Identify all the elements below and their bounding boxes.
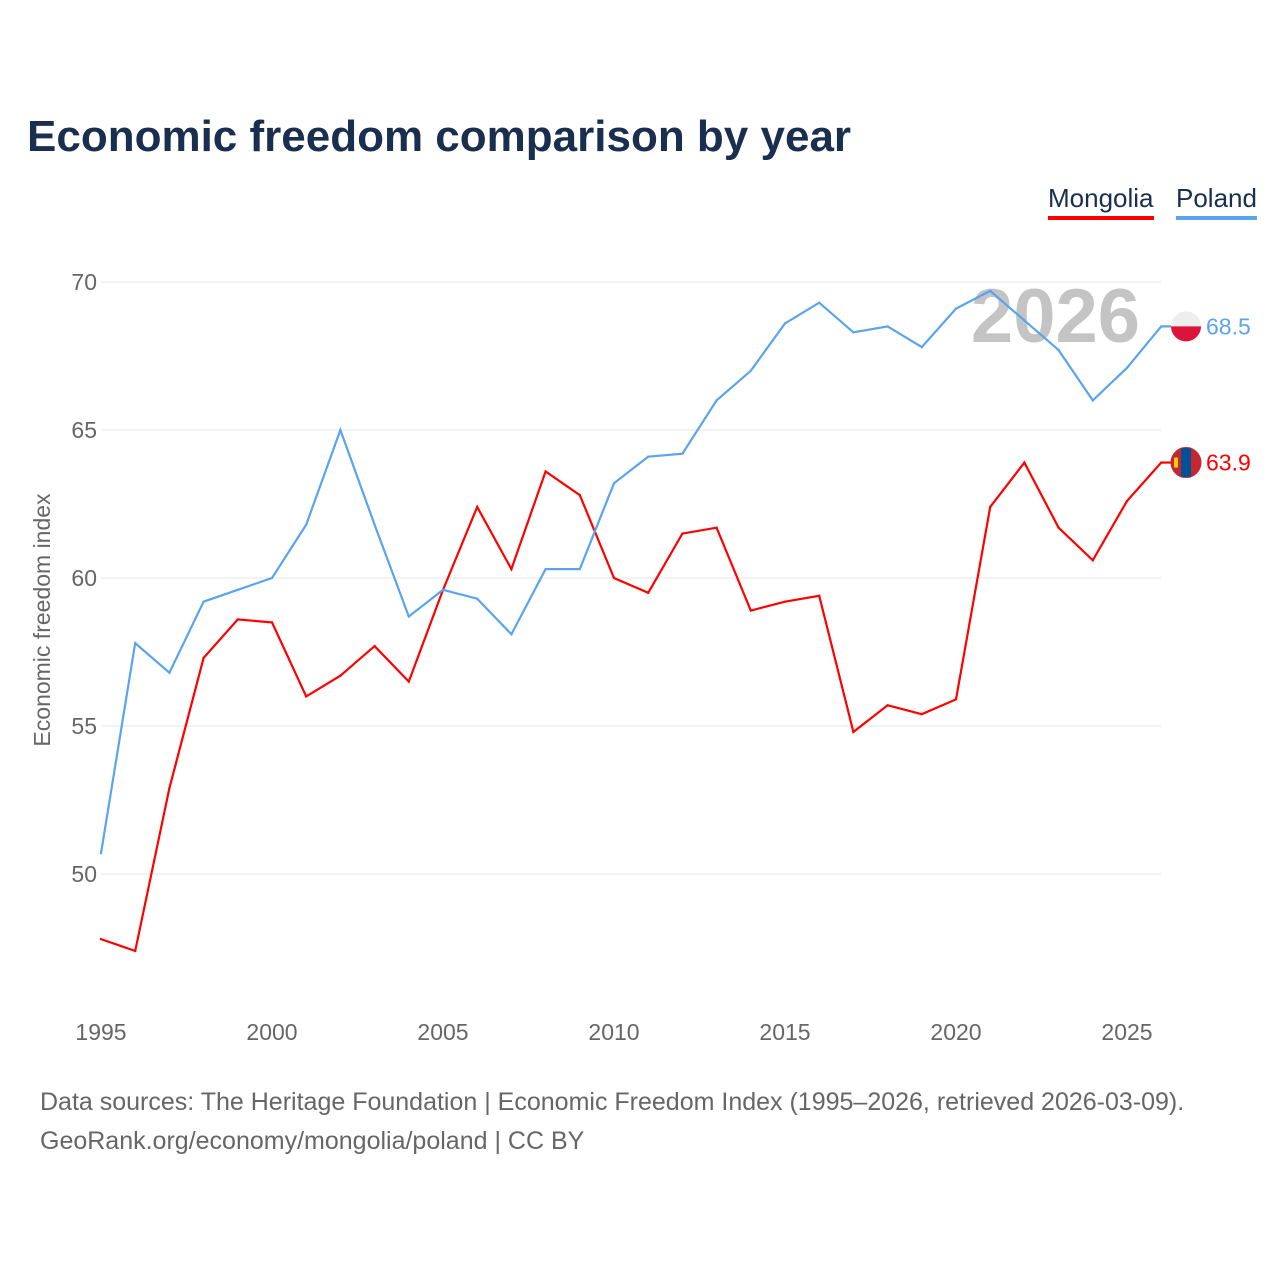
y-tick-label: 55	[71, 713, 97, 739]
data-point	[715, 526, 718, 529]
data-point	[783, 600, 787, 603]
data-point	[407, 680, 410, 683]
poland-flag-icon	[1171, 326, 1201, 342]
data-point	[578, 493, 581, 497]
data-point	[510, 567, 513, 571]
y-tick-label: 50	[71, 861, 97, 887]
data-point	[510, 633, 513, 636]
data-point	[715, 399, 718, 402]
x-tick-label: 2015	[759, 1019, 810, 1045]
data-point	[1125, 366, 1129, 370]
data-point	[1125, 499, 1129, 503]
year-watermark: 2026	[971, 274, 1140, 359]
data-point	[852, 331, 855, 334]
data-point	[818, 301, 821, 304]
data-point	[989, 289, 992, 293]
x-tick-label: 2010	[588, 1019, 639, 1045]
series-line-poland	[99, 289, 1163, 854]
data-point	[749, 609, 752, 612]
data-point	[305, 695, 308, 698]
data-point	[1023, 461, 1026, 464]
data-point	[1057, 526, 1060, 529]
data-point	[476, 505, 479, 509]
x-tick-label: 2005	[417, 1019, 468, 1045]
data-point	[920, 345, 923, 349]
data-point	[852, 730, 855, 734]
data-point	[818, 594, 821, 597]
data-point	[886, 704, 889, 707]
y-tick-label: 60	[71, 565, 97, 591]
data-point	[886, 325, 889, 328]
data-point	[168, 671, 171, 674]
data-point	[578, 567, 581, 571]
footer-sources: Data sources: The Heritage Foundation | …	[40, 1088, 1185, 1116]
data-point	[544, 567, 547, 571]
data-point	[270, 621, 274, 624]
data-point	[612, 576, 616, 580]
data-point	[647, 591, 650, 594]
y-tick-label: 70	[71, 269, 97, 295]
data-point	[1091, 399, 1095, 402]
data-point	[270, 576, 274, 580]
footer-credit: GeoRank.org/economy/mongolia/poland | CC…	[40, 1127, 585, 1155]
data-point	[544, 470, 547, 473]
end-value-label-mongolia: 63.9	[1206, 450, 1251, 476]
data-point	[1057, 348, 1060, 352]
data-point	[236, 588, 239, 592]
data-point	[373, 644, 376, 648]
data-point	[989, 505, 992, 509]
chart-title: Economic freedom comparison by year	[27, 112, 852, 161]
data-point	[954, 698, 958, 701]
legend-poland[interactable]: Poland	[1176, 183, 1257, 220]
data-point	[134, 949, 137, 953]
data-point	[749, 369, 752, 372]
y-axis-label: Economic freedom index	[29, 493, 55, 747]
data-point	[920, 712, 923, 716]
data-point	[202, 600, 205, 603]
data-point	[99, 852, 103, 855]
series-line-mongolia	[100, 460, 1163, 953]
data-point	[202, 656, 205, 660]
data-point	[612, 482, 616, 485]
data-point	[681, 452, 684, 455]
data-point	[647, 455, 650, 458]
data-point	[236, 618, 239, 621]
data-point	[476, 597, 479, 600]
data-point	[681, 532, 684, 535]
y-tick-label: 65	[71, 417, 97, 443]
data-point	[441, 588, 445, 592]
data-point	[373, 523, 376, 526]
data-point	[168, 786, 171, 790]
mongolia-flag-icon	[1174, 457, 1178, 468]
data-point	[99, 937, 103, 941]
x-tick-label: 2025	[1101, 1019, 1152, 1045]
x-tick-label: 2000	[246, 1019, 297, 1045]
data-point	[954, 307, 958, 310]
data-point	[339, 428, 342, 432]
x-tick-label: 2020	[930, 1019, 981, 1045]
data-point	[783, 322, 787, 325]
end-value-label-poland: 68.5	[1206, 313, 1251, 339]
data-point	[1023, 319, 1026, 322]
legend-mongolia[interactable]: Mongolia	[1048, 183, 1154, 220]
data-point	[407, 615, 410, 618]
x-tick-label: 1995	[75, 1019, 126, 1045]
data-point	[1091, 559, 1095, 562]
data-point	[134, 641, 137, 645]
data-point	[305, 523, 308, 526]
mongolia-flag-icon	[1170, 447, 1202, 479]
data-point	[339, 674, 342, 677]
mongolia-flag-icon	[1181, 447, 1191, 478]
